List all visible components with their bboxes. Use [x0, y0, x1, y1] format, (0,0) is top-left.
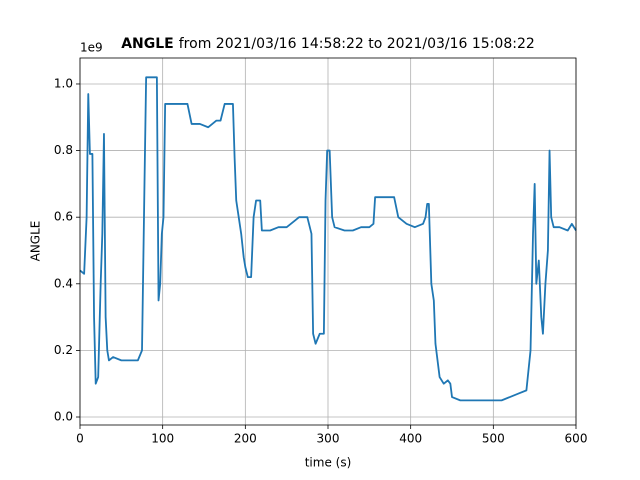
y-tick-label: 0.6: [54, 210, 73, 224]
plot-frame: [79, 57, 577, 426]
y-tick-label: 0.8: [54, 143, 73, 157]
x-tick-label: 300: [317, 432, 340, 446]
x-axis-label: time (s): [305, 456, 352, 470]
y-offset-label: 1e9: [80, 41, 103, 55]
x-tick-label: 200: [234, 432, 257, 446]
title-bold: ANGLE: [121, 36, 174, 52]
y-tick-label: 0.0: [54, 410, 73, 424]
x-tick-label: 100: [151, 432, 174, 446]
x-tick-label: 500: [482, 432, 505, 446]
title-rest: from 2021/03/16 14:58:22 to 2021/03/16 1…: [179, 36, 535, 52]
x-tick-label: 0: [76, 432, 84, 446]
y-axis-label: ANGLE: [29, 221, 43, 262]
y-tick-label: 1.0: [54, 76, 73, 90]
data-line: [79, 76, 577, 402]
y-tick-label: 0.2: [54, 343, 73, 357]
y-tick-label: 0.4: [54, 276, 73, 290]
chart-title: ANGLE from 2021/03/16 14:58:22 to 2021/03…: [121, 36, 535, 52]
x-tick-label: 600: [565, 432, 588, 446]
x-tick-label: 400: [399, 432, 422, 446]
